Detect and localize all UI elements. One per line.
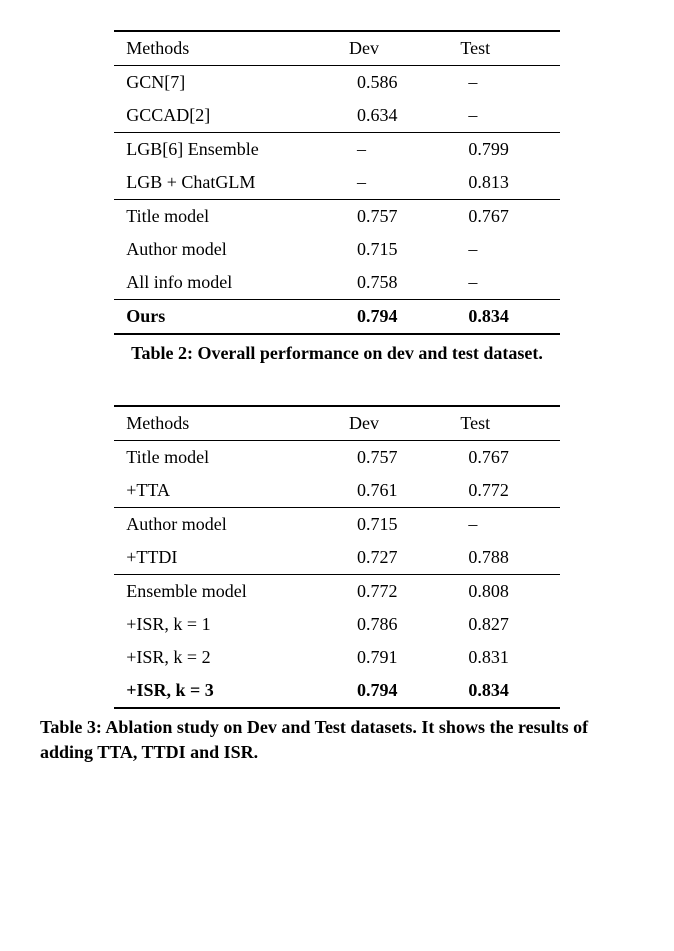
cell-test: 0.834: [448, 300, 559, 335]
cell-dev: 0.794: [337, 300, 448, 335]
cell-dev: 0.791: [337, 641, 448, 674]
column-header: Methods: [114, 31, 337, 66]
cell-dev: –: [337, 166, 448, 200]
cell-test: 0.767: [448, 200, 559, 234]
cell-dev: 0.634: [337, 99, 448, 133]
cell-test: 0.827: [448, 608, 559, 641]
table-row: GCN[7]0.586–: [114, 66, 560, 100]
table-2: MethodsDevTestGCN[7]0.586–GCCAD[2]0.634–…: [114, 30, 560, 335]
cell-method: Ensemble model: [114, 575, 337, 609]
column-header: Test: [448, 406, 559, 441]
table-row: +ISR, k = 20.7910.831: [114, 641, 560, 674]
cell-method: +TTA: [114, 474, 337, 508]
cell-method: Title model: [114, 200, 337, 234]
cell-method: Author model: [114, 233, 337, 266]
table-header-row: MethodsDevTest: [114, 31, 560, 66]
table-row: GCCAD[2]0.634–: [114, 99, 560, 133]
table-3-caption: Table 3: Ablation study on Dev and Test …: [40, 715, 634, 764]
table-row: Author model0.715–: [114, 233, 560, 266]
cell-dev: 0.727: [337, 541, 448, 575]
cell-method: +ISR, k = 1: [114, 608, 337, 641]
table-2-caption: Table 2: Overall performance on dev and …: [40, 341, 634, 365]
table-row: Ours0.7940.834: [114, 300, 560, 335]
cell-dev: 0.758: [337, 266, 448, 300]
cell-method: All info model: [114, 266, 337, 300]
cell-dev: 0.715: [337, 233, 448, 266]
cell-method: Author model: [114, 508, 337, 542]
cell-dev: 0.757: [337, 441, 448, 475]
cell-test: 0.799: [448, 133, 559, 167]
cell-test: –: [448, 99, 559, 133]
column-header: Dev: [337, 406, 448, 441]
cell-method: Title model: [114, 441, 337, 475]
cell-method: LGB + ChatGLM: [114, 166, 337, 200]
cell-dev: 0.761: [337, 474, 448, 508]
cell-dev: 0.586: [337, 66, 448, 100]
cell-method: Ours: [114, 300, 337, 335]
table-row: LGB[6] Ensemble–0.799: [114, 133, 560, 167]
table-row: LGB + ChatGLM–0.813: [114, 166, 560, 200]
cell-test: 0.808: [448, 575, 559, 609]
cell-test: –: [448, 66, 559, 100]
cell-test: 0.834: [448, 674, 559, 708]
cell-test: –: [448, 233, 559, 266]
cell-dev: 0.794: [337, 674, 448, 708]
column-header: Test: [448, 31, 559, 66]
cell-method: GCCAD[2]: [114, 99, 337, 133]
cell-method: GCN[7]: [114, 66, 337, 100]
table-2-body: MethodsDevTestGCN[7]0.586–GCCAD[2]0.634–…: [114, 31, 560, 334]
table-row: Title model0.7570.767: [114, 200, 560, 234]
cell-method: LGB[6] Ensemble: [114, 133, 337, 167]
cell-dev: 0.757: [337, 200, 448, 234]
cell-method: +TTDI: [114, 541, 337, 575]
table-3-body: MethodsDevTestTitle model0.7570.767+TTA0…: [114, 406, 560, 708]
table-row: +TTA0.7610.772: [114, 474, 560, 508]
table-row: Ensemble model0.7720.808: [114, 575, 560, 609]
cell-dev: 0.715: [337, 508, 448, 542]
cell-dev: –: [337, 133, 448, 167]
table-3: MethodsDevTestTitle model0.7570.767+TTA0…: [114, 405, 560, 709]
table-row: Title model0.7570.767: [114, 441, 560, 475]
cell-test: 0.788: [448, 541, 559, 575]
cell-dev: 0.772: [337, 575, 448, 609]
cell-test: –: [448, 266, 559, 300]
cell-test: 0.772: [448, 474, 559, 508]
cell-test: 0.767: [448, 441, 559, 475]
table-row: +ISR, k = 30.7940.834: [114, 674, 560, 708]
table-row: +ISR, k = 10.7860.827: [114, 608, 560, 641]
table-row: +TTDI0.7270.788: [114, 541, 560, 575]
table-row: All info model0.758–: [114, 266, 560, 300]
cell-test: –: [448, 508, 559, 542]
table-header-row: MethodsDevTest: [114, 406, 560, 441]
table-row: Author model0.715–: [114, 508, 560, 542]
cell-dev: 0.786: [337, 608, 448, 641]
cell-test: 0.831: [448, 641, 559, 674]
column-header: Methods: [114, 406, 337, 441]
column-header: Dev: [337, 31, 448, 66]
cell-test: 0.813: [448, 166, 559, 200]
cell-method: +ISR, k = 2: [114, 641, 337, 674]
cell-method: +ISR, k = 3: [114, 674, 337, 708]
